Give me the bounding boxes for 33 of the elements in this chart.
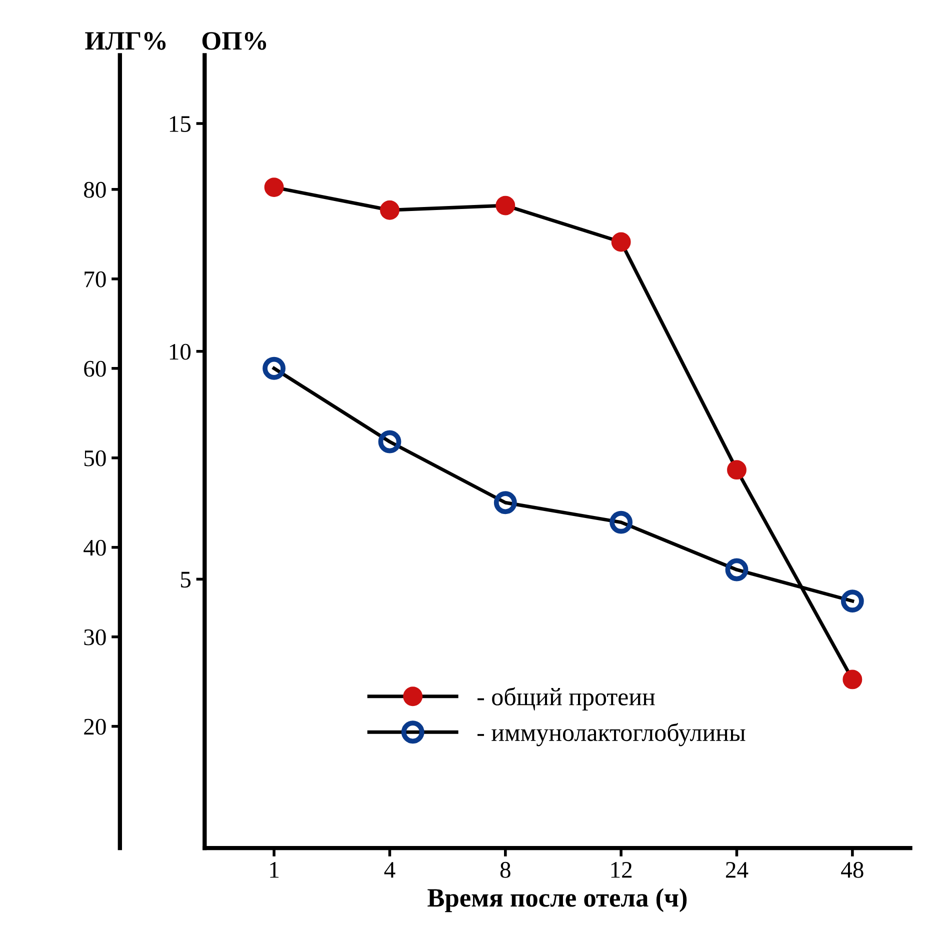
y-tick-label: 5 bbox=[181, 572, 191, 588]
x-tick-label: 4 bbox=[384, 862, 396, 878]
x-tick-label: 48 bbox=[841, 862, 864, 878]
point bbox=[496, 196, 516, 216]
point bbox=[378, 430, 402, 454]
legend-label: - иммунолактоглобулины bbox=[478, 722, 746, 746]
point bbox=[380, 200, 400, 220]
y2-tick-label: 40 bbox=[84, 540, 106, 556]
point bbox=[610, 510, 633, 534]
y-tick-label: 15 bbox=[170, 116, 191, 132]
x-tick-label: 8 bbox=[500, 862, 510, 878]
point bbox=[840, 590, 864, 613]
point bbox=[725, 558, 748, 582]
y2-axis-title: ИЛГ% bbox=[85, 32, 166, 50]
y2-tick-label: 60 bbox=[84, 360, 106, 377]
point bbox=[611, 232, 631, 252]
point bbox=[262, 356, 286, 380]
y-axis-title: ОП% bbox=[202, 32, 266, 50]
y2-tick-label: 70 bbox=[84, 271, 106, 288]
point bbox=[842, 670, 862, 690]
y2-tick-label: 20 bbox=[84, 718, 106, 735]
y2-tick-label: 30 bbox=[84, 629, 106, 646]
legend-label: - общий протеин bbox=[478, 687, 655, 710]
x-axis-title: Время после отела (ч) bbox=[428, 888, 687, 912]
point bbox=[264, 178, 284, 198]
y-tick-label: 10 bbox=[170, 344, 191, 360]
point bbox=[727, 460, 746, 480]
x-tick-label: 24 bbox=[726, 862, 748, 878]
x-tick-label: 1 bbox=[270, 862, 279, 878]
point bbox=[494, 491, 517, 514]
y2-tick-label: 50 bbox=[84, 450, 106, 466]
y2-tick-label: 80 bbox=[84, 182, 106, 198]
x-tick-label: 12 bbox=[611, 862, 632, 878]
